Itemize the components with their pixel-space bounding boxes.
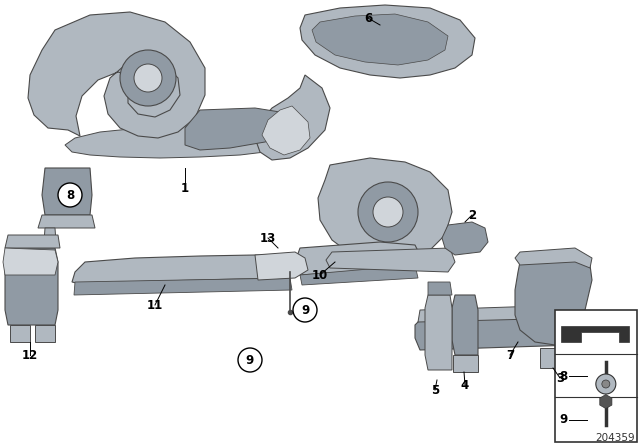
Text: 2: 2 bbox=[468, 208, 476, 221]
Polygon shape bbox=[72, 255, 295, 285]
Polygon shape bbox=[65, 125, 278, 158]
Circle shape bbox=[120, 50, 176, 106]
Bar bbox=[555, 310, 637, 442]
Circle shape bbox=[596, 374, 616, 394]
Polygon shape bbox=[415, 315, 575, 350]
Polygon shape bbox=[515, 248, 592, 268]
Polygon shape bbox=[255, 252, 308, 280]
Polygon shape bbox=[442, 222, 488, 255]
Text: 8: 8 bbox=[66, 189, 74, 202]
Text: 9: 9 bbox=[246, 353, 254, 366]
Polygon shape bbox=[318, 158, 452, 262]
Text: 204359: 204359 bbox=[595, 433, 635, 443]
Text: 1: 1 bbox=[181, 181, 189, 194]
Text: 12: 12 bbox=[22, 349, 38, 362]
Circle shape bbox=[134, 64, 162, 92]
Polygon shape bbox=[425, 295, 452, 370]
Polygon shape bbox=[453, 355, 478, 372]
Circle shape bbox=[238, 348, 262, 372]
Circle shape bbox=[58, 183, 82, 207]
Polygon shape bbox=[295, 242, 420, 275]
Text: 9: 9 bbox=[301, 303, 309, 316]
Polygon shape bbox=[3, 248, 58, 275]
Polygon shape bbox=[515, 258, 592, 345]
Text: 5: 5 bbox=[431, 383, 439, 396]
Polygon shape bbox=[38, 215, 95, 228]
Polygon shape bbox=[561, 326, 629, 342]
Polygon shape bbox=[10, 325, 30, 342]
Circle shape bbox=[358, 182, 418, 242]
Text: 4: 4 bbox=[461, 379, 469, 392]
Polygon shape bbox=[44, 228, 56, 242]
Text: 13: 13 bbox=[260, 232, 276, 245]
Polygon shape bbox=[5, 235, 60, 248]
Polygon shape bbox=[418, 305, 572, 322]
Polygon shape bbox=[312, 14, 448, 65]
Polygon shape bbox=[28, 12, 205, 138]
Polygon shape bbox=[326, 248, 455, 272]
Polygon shape bbox=[5, 248, 58, 325]
Polygon shape bbox=[452, 295, 478, 355]
Circle shape bbox=[602, 380, 610, 388]
Circle shape bbox=[293, 298, 317, 322]
Text: 3: 3 bbox=[556, 371, 564, 384]
Polygon shape bbox=[255, 75, 330, 160]
Circle shape bbox=[373, 197, 403, 227]
Polygon shape bbox=[300, 265, 418, 285]
Polygon shape bbox=[42, 168, 92, 215]
Polygon shape bbox=[185, 108, 290, 150]
Polygon shape bbox=[428, 282, 452, 295]
Text: 9: 9 bbox=[559, 413, 567, 426]
Polygon shape bbox=[430, 350, 450, 368]
Polygon shape bbox=[540, 348, 558, 368]
Text: 8: 8 bbox=[559, 370, 567, 383]
Text: 6: 6 bbox=[364, 12, 372, 25]
Text: 7: 7 bbox=[506, 349, 514, 362]
Polygon shape bbox=[74, 278, 292, 295]
Polygon shape bbox=[262, 106, 310, 155]
Polygon shape bbox=[35, 325, 55, 342]
Text: 11: 11 bbox=[147, 298, 163, 311]
Text: 10: 10 bbox=[312, 268, 328, 281]
Polygon shape bbox=[300, 5, 475, 78]
